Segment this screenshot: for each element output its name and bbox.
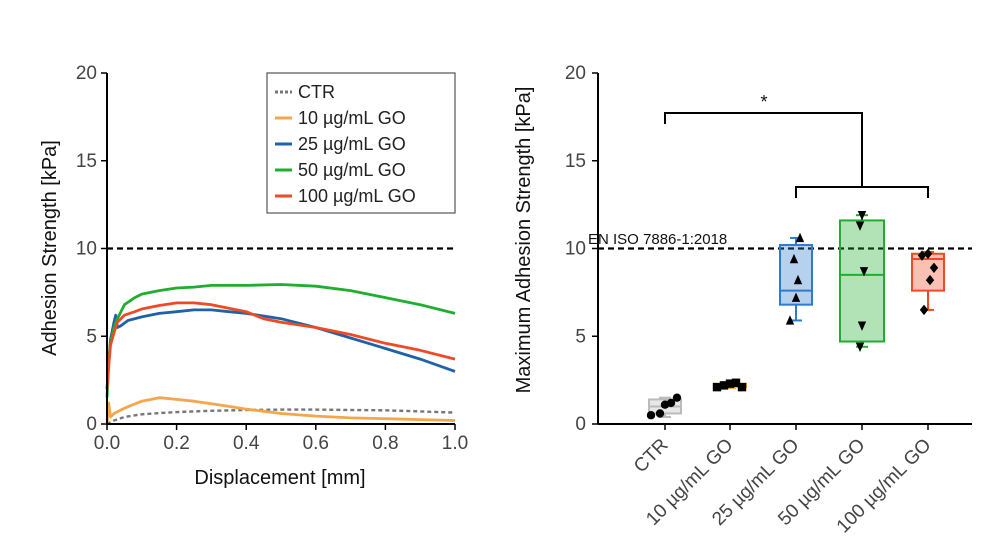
box-10-g-ml-go bbox=[712, 378, 747, 392]
series-line-100-g-ml-go bbox=[105, 301, 456, 390]
data-point bbox=[737, 382, 747, 392]
series-line-10-g-ml-go bbox=[105, 396, 456, 425]
data-point bbox=[923, 248, 933, 259]
y-tick-label: 0 bbox=[575, 414, 586, 435]
x-tick-label: 0.2 bbox=[163, 433, 189, 454]
y-tick-label: 20 bbox=[565, 63, 586, 84]
data-point bbox=[795, 232, 805, 243]
legend-label: 50 µg/mL GO bbox=[298, 160, 406, 180]
data-point bbox=[646, 411, 656, 420]
y-tick-label: 15 bbox=[76, 151, 97, 172]
x-tick-label: 0.8 bbox=[372, 433, 398, 454]
significance-bracket bbox=[664, 112, 929, 198]
data-point bbox=[666, 398, 676, 408]
data-point bbox=[859, 267, 869, 277]
data-point bbox=[731, 378, 741, 387]
data-point bbox=[925, 274, 935, 286]
data-point bbox=[857, 321, 867, 331]
data-point bbox=[725, 379, 735, 388]
data-point bbox=[793, 274, 803, 285]
y-tick-label: 20 bbox=[76, 63, 97, 84]
x-tick-label: 0.0 bbox=[94, 433, 120, 454]
x-tick-label: 1.0 bbox=[442, 433, 468, 454]
y-tick-label: 15 bbox=[565, 151, 586, 172]
x-tick-label: 0.6 bbox=[303, 433, 329, 454]
legend-label: 10 µg/mL GO bbox=[298, 108, 406, 128]
box-ctr bbox=[646, 393, 682, 420]
box-100-g-ml-go bbox=[911, 248, 945, 316]
data-point bbox=[785, 315, 795, 325]
box-25-g-ml-go bbox=[779, 232, 813, 325]
data-point bbox=[919, 304, 929, 316]
data-point bbox=[655, 409, 665, 418]
x-tick-label: CTR bbox=[630, 435, 672, 477]
legend-label: 25 µg/mL GO bbox=[298, 134, 406, 154]
data-point bbox=[789, 253, 799, 264]
data-point bbox=[672, 393, 682, 402]
series-line-ctr bbox=[106, 408, 456, 426]
data-point bbox=[929, 262, 939, 274]
left-x-axis-label: Displacement [mm] bbox=[194, 467, 365, 489]
data-point bbox=[857, 210, 867, 221]
y-tick-label: 5 bbox=[575, 326, 586, 347]
y-tick-label: 10 bbox=[565, 239, 586, 260]
reference-line-label: EN ISO 7886-1:2018 bbox=[588, 231, 727, 248]
y-tick-label: 5 bbox=[86, 326, 97, 347]
box-50-g-ml-go bbox=[839, 210, 885, 352]
y-tick-label: 10 bbox=[76, 239, 97, 260]
legend-label: 100 µg/mL GO bbox=[298, 186, 416, 206]
legend-label: CTR bbox=[298, 82, 335, 102]
x-tick-label: 0.4 bbox=[233, 433, 260, 454]
data-point bbox=[719, 381, 729, 390]
significance-star: * bbox=[760, 92, 767, 112]
data-point bbox=[855, 342, 865, 352]
data-point bbox=[712, 382, 722, 392]
left-y-axis-label: Adhesion Strength [kPa] bbox=[39, 140, 61, 356]
line-chart-panel: 0 5 10 15 20 0.0 0.2 0.4 0.6 0.8 1.0 Displacement… bbox=[39, 63, 468, 489]
series-line-25-g-ml-go bbox=[105, 308, 456, 389]
right-y-axis-label: Maximum Adhesion Strength [kPa] bbox=[513, 87, 535, 394]
legend: CTR 10 µg/mL GO 25 µg/mL GO 50 µg/mL GO 100 … bbox=[266, 72, 456, 214]
data-point bbox=[855, 221, 865, 231]
y-tick-label: 0 bbox=[86, 414, 97, 435]
data-point bbox=[791, 292, 801, 302]
data-point bbox=[917, 250, 927, 261]
series-line-50-g-ml-go bbox=[105, 283, 456, 398]
box-body bbox=[839, 219, 885, 343]
